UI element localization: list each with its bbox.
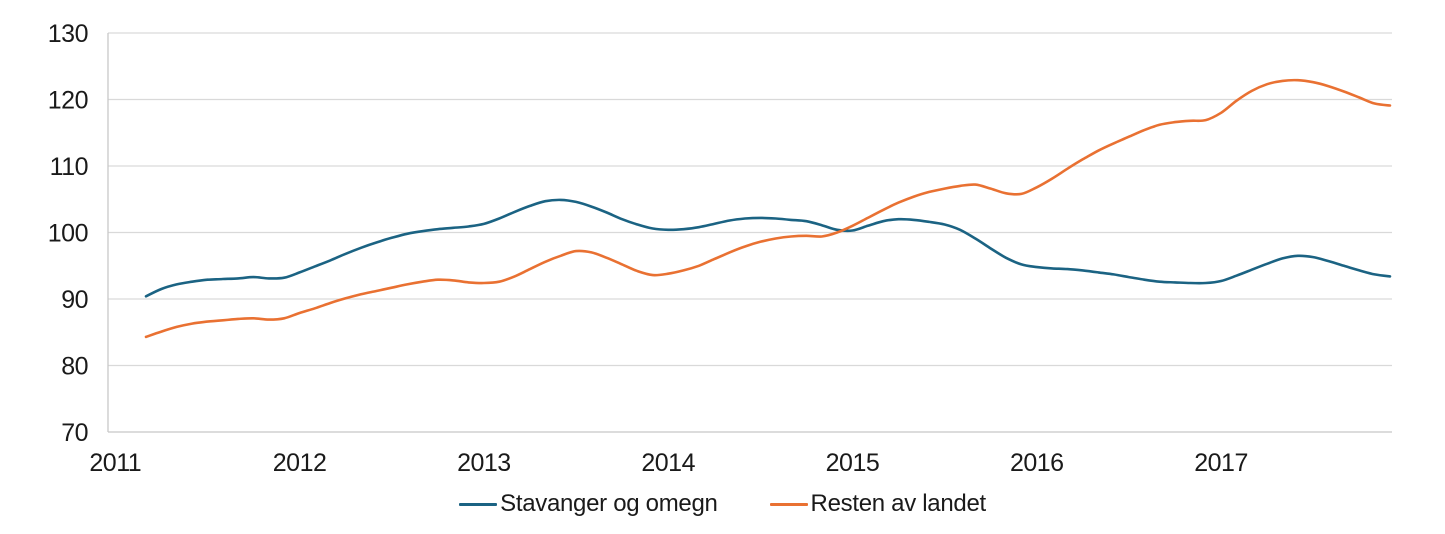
x-axis-tick-label: 2012 — [273, 449, 327, 477]
series-line-resten-av-landet — [144, 78, 1392, 339]
y-axis-tick-label: 120 — [48, 87, 88, 115]
chart-legend: Stavanger og omegn Resten av landet — [0, 490, 1445, 518]
y-axis-tick-label: 70 — [61, 419, 88, 447]
legend-label-resten: Resten av landet — [810, 490, 987, 517]
y-axis-tick-label: 90 — [61, 286, 88, 314]
y-axis-tick-label: 130 — [48, 20, 88, 48]
legend-item-resten-av-landet: Resten av landet — [769, 490, 987, 518]
legend-line-marker-stavanger — [459, 502, 498, 506]
legend-label-stavanger: Stavanger og omegn — [500, 490, 718, 517]
series-line-stavanger-og-omegn — [144, 198, 1392, 298]
legend-line-marker-resten — [769, 502, 808, 506]
x-axis-tick-label: 2013 — [457, 449, 511, 477]
x-axis-tick-label: 2014 — [641, 449, 695, 477]
y-axis-tick-label: 110 — [50, 153, 88, 181]
legend-item-stavanger-og-omegn: Stavanger og omegn — [459, 490, 718, 518]
y-axis-tick-label: 80 — [61, 353, 88, 381]
y-axis-tick-label: 100 — [48, 220, 88, 248]
x-axis-tick-label: 2015 — [826, 449, 880, 477]
x-axis-tick-label: 2016 — [1010, 449, 1064, 477]
x-axis-tick-label: 2011 — [89, 449, 141, 477]
x-axis-tick-label: 2017 — [1194, 449, 1248, 477]
